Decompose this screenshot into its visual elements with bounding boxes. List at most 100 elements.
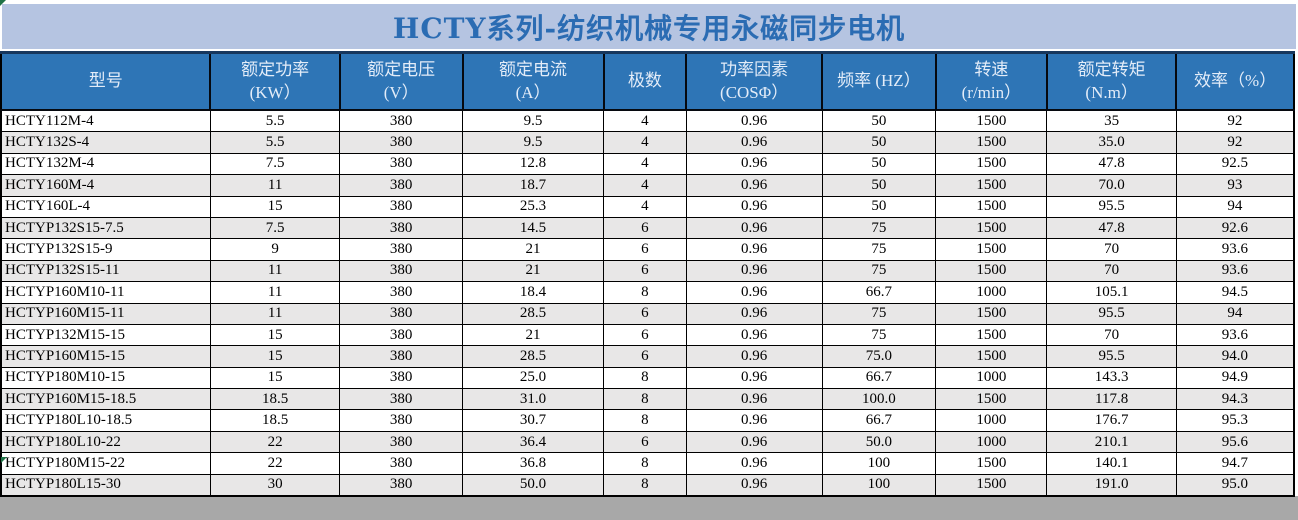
cell-model[interactable]: HCTYP180L15-30 (0, 473, 211, 498)
cell-speed[interactable]: 1500 (935, 131, 1048, 154)
cell-rated-torque[interactable]: 191.0 (1046, 473, 1177, 498)
cell-speed[interactable]: 1000 (935, 281, 1048, 304)
cell-rated-voltage[interactable]: 380 (339, 259, 464, 283)
cell-rated-current[interactable]: 31.0 (462, 388, 604, 411)
cell-poles[interactable]: 8 (603, 452, 687, 475)
cell-poles[interactable]: 4 (603, 174, 687, 197)
cell-rated-voltage[interactable]: 380 (339, 281, 464, 304)
cell-rated-torque[interactable]: 95.5 (1046, 195, 1177, 218)
cell-efficiency[interactable]: 95.3 (1175, 409, 1295, 432)
cell-speed[interactable]: 1500 (935, 174, 1048, 197)
cell-poles[interactable]: 6 (603, 238, 687, 261)
cell-rated-voltage[interactable]: 380 (339, 216, 464, 240)
cell-rated-power[interactable]: 15 (209, 323, 341, 347)
cell-poles[interactable]: 4 (603, 195, 687, 218)
cell-model[interactable]: HCTYP132M15-15 (0, 323, 211, 347)
cell-power-factor[interactable]: 0.96 (685, 323, 823, 347)
cell-rated-power[interactable]: 5.5 (209, 109, 341, 133)
cell-poles[interactable]: 8 (603, 281, 687, 304)
cell-power-factor[interactable]: 0.96 (685, 345, 823, 368)
cell-power-factor[interactable]: 0.96 (685, 430, 823, 454)
cell-efficiency[interactable]: 92.5 (1175, 152, 1295, 176)
cell-efficiency[interactable]: 93 (1175, 174, 1295, 197)
cell-rated-voltage[interactable]: 380 (339, 345, 464, 368)
cell-rated-voltage[interactable]: 380 (339, 109, 464, 133)
cell-efficiency[interactable]: 94.3 (1175, 388, 1295, 411)
cell-rated-torque[interactable]: 70 (1046, 323, 1177, 347)
cell-power-factor[interactable]: 0.96 (685, 174, 823, 197)
cell-rated-voltage[interactable]: 380 (339, 388, 464, 411)
cell-rated-current[interactable]: 18.7 (462, 174, 604, 197)
cell-rated-power[interactable]: 11 (209, 302, 341, 325)
cell-rated-torque[interactable]: 47.8 (1046, 152, 1177, 176)
cell-rated-torque[interactable]: 210.1 (1046, 430, 1177, 454)
cell-rated-current[interactable]: 9.5 (462, 109, 604, 133)
cell-speed[interactable]: 1000 (935, 366, 1048, 390)
cell-rated-power[interactable]: 9 (209, 238, 341, 261)
cell-rated-current[interactable]: 21 (462, 238, 604, 261)
cell-model[interactable]: HCTY132M-4 (0, 152, 211, 176)
cell-rated-voltage[interactable]: 380 (339, 302, 464, 325)
cell-rated-power[interactable]: 7.5 (209, 216, 341, 240)
cell-rated-power[interactable]: 11 (209, 259, 341, 283)
cell-rated-torque[interactable]: 140.1 (1046, 452, 1177, 475)
cell-efficiency[interactable]: 94.9 (1175, 366, 1295, 390)
cell-poles[interactable]: 6 (603, 216, 687, 240)
cell-rated-torque[interactable]: 70.0 (1046, 174, 1177, 197)
cell-power-factor[interactable]: 0.96 (685, 281, 823, 304)
cell-rated-power[interactable]: 22 (209, 430, 341, 454)
cell-rated-current[interactable]: 25.0 (462, 366, 604, 390)
cell-rated-torque[interactable]: 70 (1046, 259, 1177, 283)
cell-efficiency[interactable]: 95.6 (1175, 430, 1295, 454)
cell-rated-current[interactable]: 28.5 (462, 345, 604, 368)
cell-rated-power[interactable]: 18.5 (209, 409, 341, 432)
cell-poles[interactable]: 4 (603, 109, 687, 133)
cell-rated-voltage[interactable]: 380 (339, 452, 464, 475)
cell-poles[interactable]: 8 (603, 388, 687, 411)
cell-power-factor[interactable]: 0.96 (685, 238, 823, 261)
cell-model[interactable]: HCTYP160M15-15 (0, 345, 211, 368)
cell-power-factor[interactable]: 0.96 (685, 259, 823, 283)
cell-speed[interactable]: 1500 (935, 302, 1048, 325)
cell-speed[interactable]: 1500 (935, 473, 1048, 498)
cell-efficiency[interactable]: 94.0 (1175, 345, 1295, 368)
cell-frequency[interactable]: 75 (821, 302, 937, 325)
cell-power-factor[interactable]: 0.96 (685, 152, 823, 176)
cell-rated-current[interactable]: 25.3 (462, 195, 604, 218)
cell-speed[interactable]: 1000 (935, 409, 1048, 432)
cell-poles[interactable]: 4 (603, 152, 687, 176)
cell-frequency[interactable]: 50.0 (821, 430, 937, 454)
col-header-frequency[interactable]: 频率 (HZ） (821, 51, 937, 111)
cell-poles[interactable]: 6 (603, 345, 687, 368)
cell-speed[interactable]: 1500 (935, 152, 1048, 176)
cell-efficiency[interactable]: 93.6 (1175, 323, 1295, 347)
cell-power-factor[interactable]: 0.96 (685, 473, 823, 498)
cell-poles[interactable]: 4 (603, 131, 687, 154)
cell-speed[interactable]: 1500 (935, 452, 1048, 475)
cell-speed[interactable]: 1500 (935, 345, 1048, 368)
cell-model[interactable]: HCTY160M-4 (0, 174, 211, 197)
cell-rated-torque[interactable]: 95.5 (1046, 302, 1177, 325)
cell-rated-voltage[interactable]: 380 (339, 409, 464, 432)
cell-model[interactable]: HCTYP180L10-22 (0, 430, 211, 454)
cell-rated-current[interactable]: 36.4 (462, 430, 604, 454)
cell-efficiency[interactable]: 93.6 (1175, 259, 1295, 283)
cell-model[interactable]: HCTY132S-4 (0, 131, 211, 154)
cell-rated-voltage[interactable]: 380 (339, 430, 464, 454)
cell-frequency[interactable]: 66.7 (821, 409, 937, 432)
cell-poles[interactable]: 6 (603, 323, 687, 347)
cell-poles[interactable]: 8 (603, 366, 687, 390)
cell-rated-torque[interactable]: 105.1 (1046, 281, 1177, 304)
cell-frequency[interactable]: 75 (821, 238, 937, 261)
cell-speed[interactable]: 1500 (935, 238, 1048, 261)
col-header-rated-power[interactable]: 额定功率 (KW） (209, 51, 341, 111)
cell-rated-voltage[interactable]: 380 (339, 238, 464, 261)
cell-power-factor[interactable]: 0.96 (685, 388, 823, 411)
cell-model[interactable]: HCTYP132S15-11 (0, 259, 211, 283)
cell-rated-voltage[interactable]: 380 (339, 131, 464, 154)
cell-frequency[interactable]: 66.7 (821, 366, 937, 390)
cell-rated-power[interactable]: 11 (209, 281, 341, 304)
cell-rated-current[interactable]: 12.8 (462, 152, 604, 176)
cell-power-factor[interactable]: 0.96 (685, 452, 823, 475)
cell-model[interactable]: HCTYP180M10-15 (0, 366, 211, 390)
